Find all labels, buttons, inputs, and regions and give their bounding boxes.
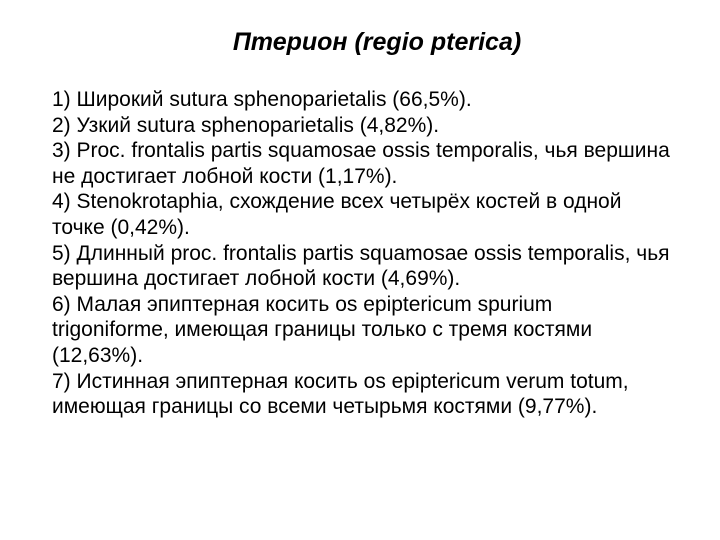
- list-item: 1) Широкий sutura sphenoparietalis (66,5…: [52, 87, 672, 113]
- list-item: 2) Узкий sutura sphenoparietalis (4,82%)…: [52, 113, 672, 139]
- list-item: 5) Длинный proc. frontalis partis squamo…: [52, 241, 672, 292]
- list-item: 6) Малая эпиптерная косить os epiptericu…: [52, 292, 672, 369]
- pterion-list: 1) Широкий sutura sphenoparietalis (66,5…: [52, 87, 672, 420]
- list-item: 7) Истинная эпиптерная косить os epipter…: [52, 369, 672, 420]
- page-title: Птерион (regio pterica): [52, 28, 672, 57]
- list-item: 4) Stenokrotaphia, схождение всех четырё…: [52, 189, 672, 240]
- list-item: 3) Proc. frontalis partis squamosae ossi…: [52, 138, 672, 189]
